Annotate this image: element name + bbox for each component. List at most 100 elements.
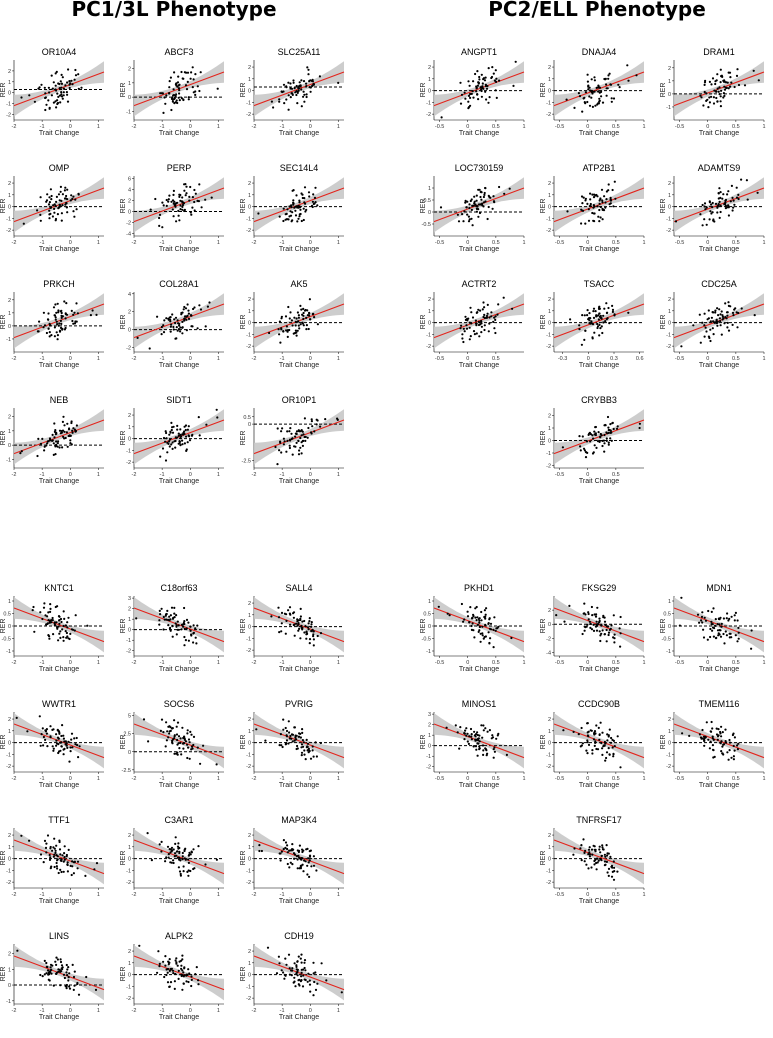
scatter-point [314,971,317,974]
scatter-point [316,982,319,985]
scatter-point [595,446,598,449]
scatter-point [69,199,72,202]
scatter-point [586,309,589,312]
scatter-point [95,862,99,865]
scatter-point [475,210,478,213]
y-tick-label: 0 [548,622,551,628]
y-tick-label: 1 [428,733,431,739]
scatter-point [63,858,66,861]
scatter-point [486,730,489,733]
scatter-point [178,747,181,750]
scatter-point [215,763,218,766]
scatter-point [607,874,610,878]
scatter-point [603,860,607,863]
scatter-point [200,206,203,209]
x-tick-label: 0.5 [612,776,620,782]
scatter-point [177,87,181,90]
scatter-point [563,620,566,623]
scatter-point [600,188,604,191]
scatter-point [313,316,316,319]
scatter-point [77,87,80,90]
x-tick-label: -1 [280,124,285,130]
scatter-point [49,603,52,606]
scatter-point [605,94,608,97]
scatter-point [194,973,197,976]
panel-title: ALPK2 [165,931,193,941]
scatter-point [294,329,297,332]
scatter-point [286,439,289,442]
scatter-point [171,441,174,444]
x-tick-label: 0 [189,240,192,246]
scatter-point [589,322,592,325]
scatter-point [470,733,473,736]
scatter-point [293,739,296,742]
scatter-point [305,85,308,88]
fit-line [133,303,225,339]
scatter-point [69,439,72,442]
scatter-point [593,744,596,748]
scatter-point [711,629,714,632]
scatter-point [581,209,584,212]
scatter-point [736,640,739,643]
scatter-point [38,320,41,323]
scatter-point [472,80,475,83]
scatter-point [478,745,481,748]
x-axis-label: Trait Change [279,898,319,905]
scatter-point [290,432,293,435]
x-tick-label: 0.5 [492,356,500,362]
scatter-point [57,639,60,642]
scatter-point [300,88,303,91]
scatter-point [47,440,50,443]
scatter-point [63,617,66,621]
scatter-point [188,972,191,975]
scatter-point [605,640,608,643]
scatter-point [722,632,725,636]
scatter-point [179,737,182,740]
scatter-point [60,745,63,748]
scatter-point [582,97,585,100]
x-tick-label: 0 [69,1008,72,1014]
scatter-point [591,211,594,215]
scatter-point [180,753,183,756]
x-tick-label: -2 [132,776,137,782]
scatter-point [583,338,586,341]
scatter-point [610,439,613,442]
scatter-point [303,966,306,970]
scatter-point [561,446,565,449]
scatter-point [597,431,600,434]
scatter-point [61,76,64,79]
scatter-point [313,980,316,984]
x-tick-label: -0.5 [555,776,564,782]
scatter-point [703,81,707,84]
scatter-point [585,749,588,752]
scatter-point [300,192,303,195]
panel-title: ABCF3 [164,47,193,57]
scatter-point [306,66,309,69]
x-tick-label: 1 [522,776,525,782]
scatter-point [315,755,318,758]
scatter-point [277,955,280,958]
scatter-point [485,316,488,319]
scatter-point [311,425,314,428]
scatter-point [720,740,723,743]
panel-title: MDN1 [706,583,732,593]
scatter-point [607,747,610,750]
scatter-point [175,733,179,736]
y-tick-label: 2 [248,601,251,607]
scatter-point [308,979,311,982]
y-tick-label: -2 [126,996,131,1002]
scatter-point [484,615,487,618]
scatter-point [583,629,586,632]
y-tick-label: 0.5 [423,612,431,618]
scatter-point [470,92,473,95]
scatter-point [483,191,486,195]
scatter-point [170,967,173,970]
scatter-point [159,729,162,733]
scatter-point [603,616,606,619]
scatter-point [282,728,285,731]
scatter-point [183,209,186,213]
scatter-point [42,326,45,329]
scatter-point [59,617,63,621]
scatter-point [58,731,61,734]
